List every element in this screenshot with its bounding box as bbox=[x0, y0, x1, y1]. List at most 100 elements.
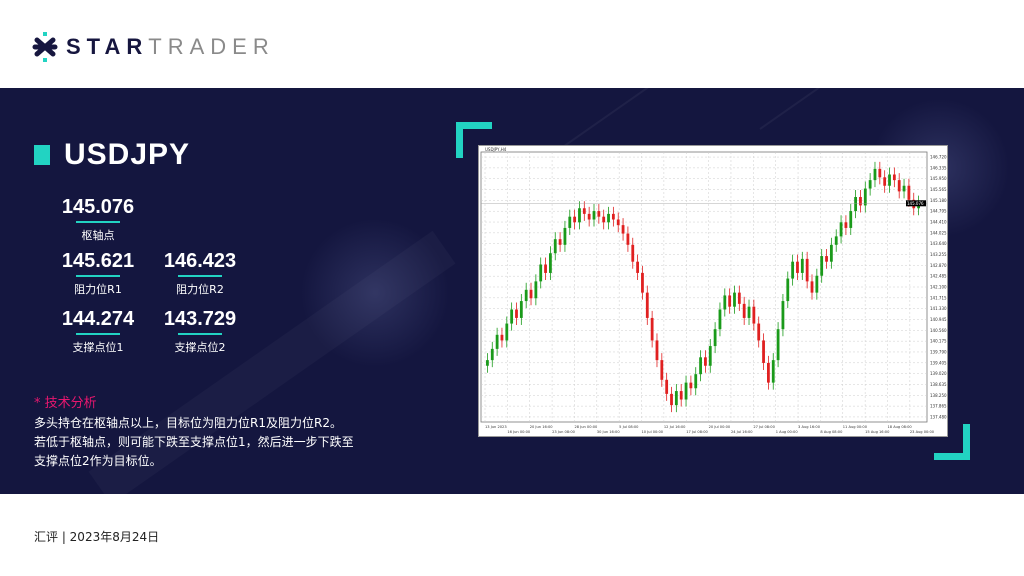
candle-body bbox=[888, 174, 891, 186]
candle-body bbox=[902, 185, 906, 192]
candle-body bbox=[728, 295, 732, 307]
candle-body bbox=[510, 309, 514, 324]
candle-body bbox=[737, 292, 741, 304]
r2-label: 阻力位R2 bbox=[176, 283, 224, 296]
candle-body bbox=[490, 348, 494, 361]
candle-body bbox=[844, 222, 848, 228]
candle-body bbox=[878, 168, 882, 178]
s1-value: 144.274 bbox=[56, 308, 140, 335]
candle-body bbox=[592, 211, 596, 220]
candle-body bbox=[486, 360, 489, 366]
pivot-label: 枢轴点 bbox=[81, 229, 115, 242]
candle-body bbox=[713, 329, 717, 347]
candle-body bbox=[641, 272, 644, 293]
y-tick-label: 140.175 bbox=[930, 339, 947, 344]
y-tick-label: 141.330 bbox=[930, 306, 947, 311]
candle-body bbox=[549, 253, 552, 273]
x-tick-label: 11 Aug 00:00 bbox=[843, 425, 868, 429]
y-tick-label: 144.795 bbox=[930, 209, 947, 214]
r1-label: 阻力位R1 bbox=[74, 283, 122, 296]
candle-body bbox=[849, 211, 853, 228]
candle-body bbox=[568, 216, 572, 228]
y-tick-label: 146.720 bbox=[930, 155, 947, 160]
star-logo-icon bbox=[32, 32, 58, 62]
r1-value: 145.621 bbox=[56, 250, 140, 277]
candle-body bbox=[679, 391, 683, 400]
candle-body bbox=[665, 379, 669, 394]
candle-body bbox=[534, 281, 538, 299]
candle-body bbox=[670, 393, 673, 406]
y-tick-label: 140.945 bbox=[930, 317, 947, 322]
pivot-value: 145.076 bbox=[56, 196, 140, 223]
s1-level: 144.274 支撑点位1 bbox=[56, 308, 140, 355]
y-tick-label: 141.715 bbox=[930, 295, 947, 300]
candle-body bbox=[529, 289, 533, 299]
candle-body bbox=[854, 197, 857, 212]
candle-body bbox=[771, 360, 775, 383]
candle-body bbox=[699, 357, 702, 375]
x-tick-label: 23 Aug 00:00 bbox=[910, 430, 935, 434]
x-tick-label: 20 Jul 00:00 bbox=[709, 425, 731, 429]
analysis-heading: * 技术分析 bbox=[34, 396, 97, 411]
y-tick-label: 137.865 bbox=[930, 404, 947, 409]
x-tick-label: 28 Jun 00:00 bbox=[574, 425, 598, 429]
y-tick-label: 143.640 bbox=[930, 241, 947, 246]
r2-value: 146.423 bbox=[158, 250, 242, 277]
candle-body bbox=[636, 261, 639, 273]
candle-body bbox=[602, 216, 606, 223]
y-tick-label: 138.635 bbox=[930, 382, 947, 387]
candle-body bbox=[859, 197, 862, 206]
candle-body bbox=[660, 360, 664, 380]
x-tick-label: 5 Jul 08:00 bbox=[619, 425, 639, 429]
candle-body bbox=[645, 292, 649, 318]
candle-body bbox=[524, 289, 528, 302]
candle-body bbox=[704, 357, 707, 366]
candle-body bbox=[563, 227, 567, 245]
candle-body bbox=[573, 216, 577, 223]
x-tick-label: 18 Aug 08:00 bbox=[887, 425, 912, 429]
x-tick-label: 1 Aug 00:00 bbox=[776, 430, 799, 434]
candle-body bbox=[558, 239, 562, 245]
y-tick-label: 145.180 bbox=[930, 198, 947, 203]
candle-body bbox=[825, 256, 828, 262]
y-tick-label: 144.410 bbox=[930, 220, 947, 225]
r2-level: 146.423 阻力位R2 bbox=[158, 250, 242, 297]
candle-body bbox=[752, 306, 756, 324]
logo-text-light: TRADER bbox=[148, 34, 275, 59]
header: STAR TRADER bbox=[0, 0, 1024, 88]
y-tick-label: 139.405 bbox=[930, 360, 947, 365]
s2-value: 143.729 bbox=[158, 308, 242, 335]
logo-text-bold: STAR bbox=[66, 34, 149, 59]
x-tick-label: 8 Aug 08:00 bbox=[820, 430, 843, 434]
x-tick-label: 17 Jul 08:00 bbox=[686, 430, 708, 434]
candle-body bbox=[626, 233, 630, 245]
candle-body bbox=[597, 211, 601, 217]
candle-body bbox=[863, 188, 867, 206]
candle-body bbox=[655, 340, 659, 361]
candle-body bbox=[553, 239, 557, 254]
x-tick-label: 23 Jun 08:00 bbox=[552, 430, 576, 434]
candle-body bbox=[519, 301, 523, 318]
candle-body bbox=[815, 275, 819, 293]
price-chart: 146.720 146.335 145.950 145.565 145.180 144.7… bbox=[478, 145, 948, 437]
candle-body bbox=[810, 281, 814, 293]
candle-body bbox=[544, 264, 547, 273]
analysis-text: 多头持仓在枢轴点以上，目标位为阻力位R1及阻力位R2。 若低于枢轴点，则可能下跌… bbox=[34, 414, 414, 471]
x-tick-label: 3 Aug 16:00 bbox=[798, 425, 821, 429]
candle-body bbox=[631, 244, 635, 262]
x-tick-label: 27 Jul 08:00 bbox=[753, 425, 775, 429]
candle-body bbox=[868, 180, 872, 189]
footer-date: 汇评 | 2023年8月24日 bbox=[34, 530, 160, 544]
x-tick-label: 15 Aug 16:00 bbox=[865, 430, 890, 434]
candle-body bbox=[873, 168, 877, 181]
candle-body bbox=[505, 323, 509, 341]
y-tick-label: 138.250 bbox=[930, 393, 947, 398]
y-tick-label: 144.025 bbox=[930, 230, 947, 235]
y-tick-label: 137.480 bbox=[930, 414, 947, 419]
candle-body bbox=[742, 303, 746, 318]
candle-body bbox=[820, 256, 824, 276]
candle-body bbox=[689, 382, 693, 389]
candle-body bbox=[800, 258, 804, 273]
candle-body bbox=[757, 323, 761, 341]
candle-body bbox=[767, 362, 770, 383]
